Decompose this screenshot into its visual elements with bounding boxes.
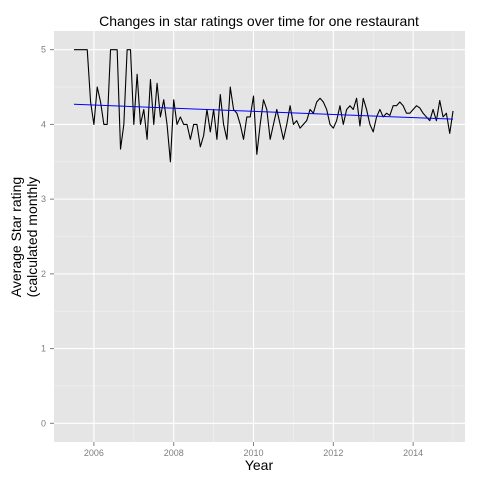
trend-layer bbox=[73, 103, 454, 120]
x-axis-ticks: 2006 2008 2010 2012 2014 bbox=[84, 442, 423, 458]
series-line bbox=[73, 49, 454, 163]
y-tick-label: 0 bbox=[41, 418, 46, 428]
x-tick-label: 2006 bbox=[84, 448, 104, 458]
y-axis-ticks: 0 1 2 3 4 5 bbox=[41, 45, 54, 428]
y-axis-label-line2: (calculated monthly bbox=[24, 177, 40, 298]
grid-minor bbox=[54, 31, 465, 442]
chart-title: Changes in star ratings over time for on… bbox=[99, 13, 419, 29]
y-axis-label-line1: Average Star rating bbox=[8, 177, 24, 297]
series-layer bbox=[73, 49, 454, 163]
x-tick-label: 2008 bbox=[164, 448, 184, 458]
x-tick-label: 2014 bbox=[403, 448, 423, 458]
trend-line bbox=[73, 103, 454, 120]
grid-major bbox=[54, 31, 465, 442]
y-tick-label: 1 bbox=[41, 344, 46, 354]
x-tick-label: 2010 bbox=[243, 448, 263, 458]
y-tick-label: 5 bbox=[41, 45, 46, 55]
y-tick-label: 4 bbox=[41, 119, 46, 129]
y-tick-label: 2 bbox=[41, 269, 46, 279]
x-tick-label: 2012 bbox=[323, 448, 343, 458]
x-axis-label: Year bbox=[245, 457, 274, 473]
y-tick-label: 3 bbox=[41, 194, 46, 204]
